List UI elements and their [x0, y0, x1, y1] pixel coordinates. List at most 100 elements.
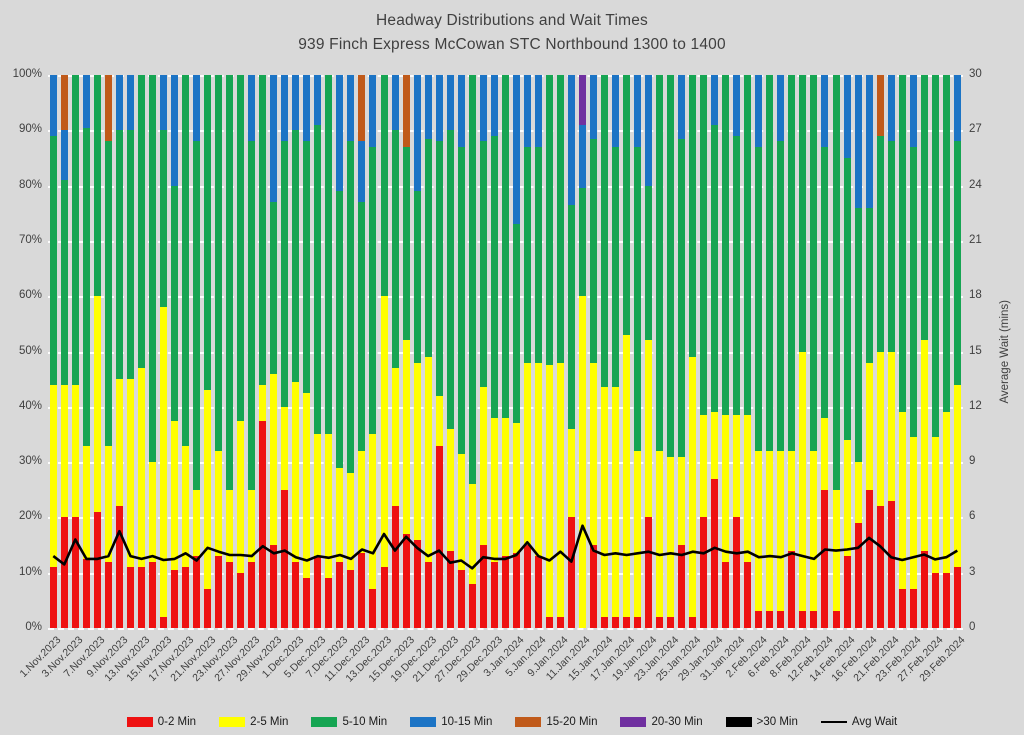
- segment-10-15-min: [369, 75, 377, 147]
- stacked-bar-14.Feb.2024: [843, 75, 851, 628]
- stacked-bar: [435, 75, 443, 628]
- stacked-bar-6.Feb.2024: [777, 75, 785, 628]
- segment-5-10-min: [490, 135, 498, 418]
- stacked-bar-2.Feb.2024: [755, 75, 763, 628]
- segment-2-5-min: [347, 473, 355, 570]
- segment-10-15-min: [270, 75, 278, 203]
- segment-10-15-min: [843, 75, 851, 158]
- segment-5-10-min: [204, 75, 212, 391]
- right-axis-title: Average Wait (mins): [995, 75, 1015, 628]
- segment-2-5-min: [722, 415, 730, 562]
- segment-0-2-min: [645, 517, 653, 628]
- stacked-bar-27.Feb.2024: [931, 75, 939, 628]
- stacked-bar-9.Jan.2024: [556, 75, 564, 628]
- segment-2-5-min: [204, 390, 212, 590]
- segment-0-2-min: [424, 561, 432, 628]
- stacked-bar: [589, 75, 597, 628]
- segment-5-10-min: [920, 75, 928, 341]
- segment-0-2-min: [193, 556, 201, 628]
- segment-5-10-min: [821, 146, 829, 418]
- segment-10-15-min: [424, 75, 432, 139]
- stacked-bar: [567, 75, 575, 628]
- stacked-bar-29.Nov.2023: [270, 75, 278, 628]
- right-tick-3: 3: [969, 565, 976, 578]
- segment-10-15-min: [457, 75, 465, 147]
- segment-2-5-min: [545, 365, 553, 617]
- segment-2-5-min: [589, 362, 597, 546]
- segment-10-15-min: [887, 75, 895, 142]
- segment-5-10-min: [182, 75, 190, 446]
- segment-20-30-min: [578, 75, 586, 125]
- segment-2-5-min: [215, 451, 223, 557]
- segment-2-5-min: [711, 412, 719, 479]
- segment-0-2-min: [501, 556, 509, 628]
- stacked-bar-27.Dec.2023: [468, 75, 476, 628]
- segment-0-2-min: [93, 511, 101, 628]
- stacked-bar-13.Nov.2023: [137, 75, 145, 628]
- segment-5-10-min: [854, 207, 862, 463]
- segment-0-2-min: [843, 556, 851, 628]
- segment-5-10-min: [909, 146, 917, 438]
- segment-10-15-min: [347, 75, 355, 142]
- segment-5-10-min: [589, 138, 597, 363]
- segment-10-15-min: [909, 75, 917, 147]
- stacked-bar-11.Dec.2023: [358, 75, 366, 628]
- stacked-bar: [325, 75, 333, 628]
- segment-5-10-min: [501, 75, 509, 418]
- segment-10-15-min: [733, 75, 741, 136]
- segment-2-5-min: [766, 451, 774, 612]
- segment-2-5-min: [534, 362, 542, 557]
- stacked-bar-16.Feb.2024: [865, 75, 873, 628]
- segment-0-2-min: [755, 611, 763, 628]
- segment-5-10-min: [512, 224, 520, 424]
- segment-5-10-min: [612, 146, 620, 388]
- segment-5-10-min: [314, 124, 322, 435]
- segment-0-2-min: [259, 420, 267, 628]
- segment-10-15-min: [567, 75, 575, 205]
- stacked-bar-19.Jan.2024: [645, 75, 653, 628]
- segment-2-5-min: [457, 453, 465, 570]
- left-tick-60%: 60%: [18, 289, 42, 302]
- segment-0-2-min: [634, 616, 642, 628]
- segment-0-2-min: [160, 616, 168, 628]
- segment-0-2-min: [876, 506, 884, 628]
- segment-5-10-min: [634, 146, 642, 452]
- segment-10-15-min: [160, 75, 168, 131]
- segment-0-2-min: [898, 589, 906, 628]
- segment-5-10-min: [766, 75, 774, 452]
- segment-5-10-min: [810, 75, 818, 452]
- segment-5-10-min: [645, 185, 653, 341]
- segment-2-5-min: [82, 445, 90, 559]
- segment-10-15-min: [60, 130, 68, 181]
- segment-2-5-min: [865, 362, 873, 490]
- plot-area: [48, 75, 963, 630]
- legend-label: 2-5 Min: [250, 716, 289, 728]
- segment-5-10-min: [953, 141, 961, 385]
- segment-10-15-min: [512, 75, 520, 225]
- segment-0-2-min: [215, 556, 223, 628]
- legend-color-swatch: [219, 717, 246, 727]
- segment-0-2-min: [953, 567, 961, 628]
- stacked-bar: [171, 75, 179, 628]
- segment-2-5-min: [898, 412, 906, 590]
- segment-0-2-min: [722, 561, 730, 628]
- stacked-bar-3.Nov.2023: [71, 75, 79, 628]
- legend-color-swatch: [311, 717, 338, 727]
- segment-2-5-min: [193, 489, 201, 557]
- stacked-bar: [898, 75, 906, 628]
- segment-10-15-min: [755, 75, 763, 147]
- stacked-bar-1.Nov.2023: [49, 75, 57, 628]
- stacked-bar: [104, 75, 112, 628]
- segment-2-5-min: [656, 451, 664, 617]
- segment-2-5-min: [479, 387, 487, 546]
- segment-10-15-min: [391, 75, 399, 131]
- stacked-bar: [678, 75, 686, 628]
- stacked-bar: [347, 75, 355, 628]
- legend-item-15-20-min: 15-20 Min: [515, 716, 597, 728]
- stacked-bar: [149, 75, 157, 628]
- left-tick-0%: 0%: [25, 621, 42, 633]
- segment-0-2-min: [623, 616, 631, 628]
- left-tick-100%: 100%: [12, 68, 42, 80]
- segment-0-2-min: [325, 578, 333, 628]
